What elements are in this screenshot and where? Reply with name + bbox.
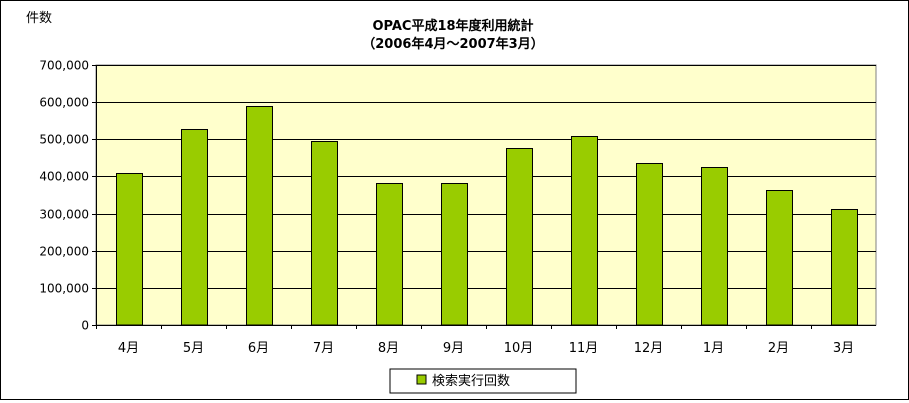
x-tick-label: 2月 xyxy=(768,341,789,356)
y-tick-label: 500,000 xyxy=(39,133,89,147)
plot-area xyxy=(95,64,877,326)
bar xyxy=(831,209,858,326)
y-axis-ticks: 0 100,000 200,000 300,000 400,000 500,000 600,… xyxy=(39,59,97,333)
bar xyxy=(701,167,728,326)
y-tick-label: 0 xyxy=(81,319,89,333)
x-tick-label: 5月 xyxy=(183,341,204,356)
bar xyxy=(376,183,403,326)
x-tick-label: 12月 xyxy=(634,341,664,356)
x-tick-label: 8月 xyxy=(378,341,399,356)
y-tick-label: 400,000 xyxy=(39,170,89,184)
x-tick-label: 9月 xyxy=(443,341,464,356)
y-tick-label: 300,000 xyxy=(39,208,89,222)
legend: 検索実行回数 xyxy=(389,368,577,394)
chart-subtitle: （2006年4月～2007年3月） xyxy=(362,36,543,52)
bars xyxy=(116,106,858,326)
bar xyxy=(311,141,338,326)
x-tick-label: 10月 xyxy=(504,341,534,356)
x-tick-label: 6月 xyxy=(248,341,269,356)
bar xyxy=(636,163,663,326)
bar xyxy=(571,136,598,326)
x-tick-label: 1月 xyxy=(703,341,724,356)
y-tick-label: 100,000 xyxy=(39,282,89,296)
bar xyxy=(506,148,533,326)
x-tick-label: 3月 xyxy=(833,341,854,356)
x-tick-label: 11月 xyxy=(569,341,599,356)
x-tick-label: 4月 xyxy=(118,341,139,356)
chart-title: OPAC平成18年度利用統計 xyxy=(372,18,533,34)
legend-label: 検索実行回数 xyxy=(432,373,510,389)
bar xyxy=(441,183,468,326)
y-tick-label: 600,000 xyxy=(39,96,89,110)
x-tick-label: 7月 xyxy=(313,341,334,356)
y-tick-label: 200,000 xyxy=(39,245,89,259)
bar xyxy=(116,173,143,326)
y-tick-label: 700,000 xyxy=(39,59,89,73)
y-axis-unit-label: 件数 xyxy=(26,11,52,26)
legend-swatch xyxy=(416,374,427,385)
bar xyxy=(181,129,208,326)
x-axis-ticks: 4月 5月 6月 7月 8月 9月 10月 11月 12月 1月 2月 3月 xyxy=(96,325,876,356)
gridlines xyxy=(96,65,876,326)
bar xyxy=(246,106,273,326)
bar xyxy=(766,190,793,326)
